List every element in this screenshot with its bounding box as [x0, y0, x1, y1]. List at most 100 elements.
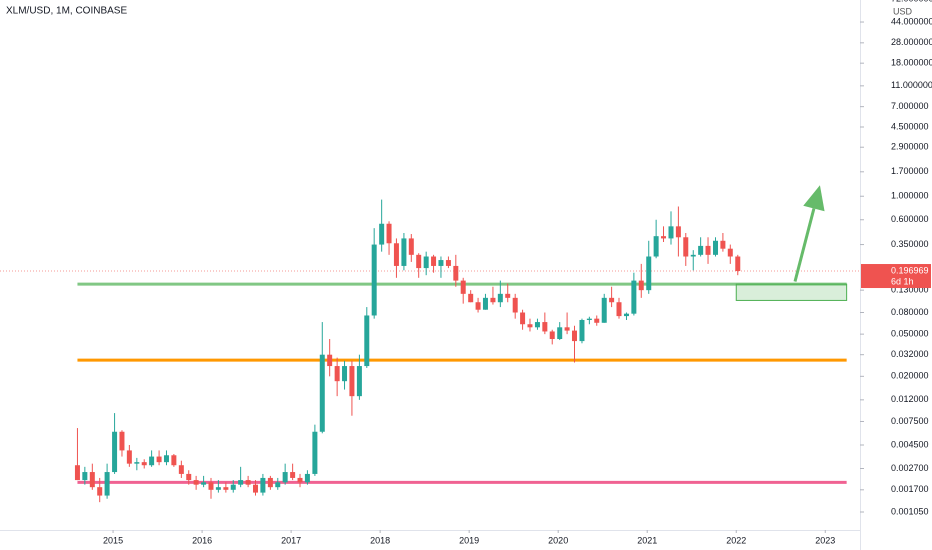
candle-body	[520, 312, 526, 325]
x-tick-label: 2021	[637, 535, 657, 545]
candle-body	[149, 456, 155, 466]
candle-body	[571, 330, 577, 342]
candle-body	[638, 280, 644, 291]
candle-body	[319, 354, 325, 432]
candle-body	[371, 244, 377, 316]
candle-body	[178, 465, 184, 474]
candle-body	[661, 236, 667, 239]
candle-body	[297, 477, 303, 483]
candle-body	[542, 322, 548, 332]
chart-title: XLM/USD, 1M, COINBASE	[6, 6, 127, 17]
candle-body	[438, 260, 444, 266]
y-tick-label: 0.007500	[891, 416, 929, 426]
candle-body	[631, 280, 637, 314]
y-tick-label: 11.000000	[891, 80, 932, 90]
y-tick-label: 4.500000	[891, 121, 929, 131]
y-tick-label: 0.130000	[891, 285, 929, 295]
candle-body	[267, 477, 273, 488]
candle-body	[104, 472, 110, 496]
candle-body	[534, 322, 540, 328]
x-tick-label: 2019	[459, 535, 479, 545]
candle-body	[215, 487, 221, 490]
candle-body	[208, 482, 214, 490]
candle-body	[186, 473, 192, 481]
y-tick-label: 0.600000	[891, 214, 929, 224]
candle-body	[349, 366, 355, 397]
candle-body	[356, 366, 362, 397]
candle-body	[460, 280, 466, 294]
candle-body	[490, 297, 496, 303]
arrow-head	[803, 185, 825, 212]
candle-body	[713, 240, 719, 255]
y-tick-label: 0.032000	[891, 349, 929, 359]
candle-body	[416, 254, 422, 269]
last-price-label: 0.196969	[891, 265, 929, 275]
candle-body	[223, 487, 229, 490]
candle-body	[97, 487, 103, 496]
x-tick-label: 2020	[548, 535, 568, 545]
candle-body	[482, 297, 488, 310]
candle-body	[401, 238, 407, 266]
candle-body	[89, 472, 95, 488]
candle-body	[327, 354, 333, 367]
candle-body	[468, 293, 474, 303]
candle-body	[126, 450, 132, 464]
y-tick-label: 7.000000	[891, 101, 929, 111]
candle-body	[675, 226, 681, 238]
candle-body	[557, 327, 563, 339]
candle-body	[119, 431, 125, 451]
candle-body	[549, 331, 555, 339]
candle-body	[668, 226, 674, 239]
candle-body	[475, 302, 481, 310]
candle-body	[134, 462, 140, 464]
y-tick-label: 2.900000	[891, 142, 929, 152]
y-tick-label: 28.000000	[891, 37, 932, 47]
candle-body	[586, 318, 592, 320]
candle-body	[312, 431, 318, 474]
candle-body	[453, 265, 459, 281]
candle-body	[393, 243, 399, 266]
target-box	[735, 283, 848, 301]
y-tick-label: 0.080000	[891, 307, 929, 317]
arrow-shaft	[793, 208, 816, 282]
candle-body	[171, 455, 177, 466]
last-price-box	[861, 264, 931, 289]
candle-body	[683, 237, 689, 257]
y-tick-label: 0.012000	[891, 394, 929, 404]
candle-body	[564, 327, 570, 331]
candle-body	[512, 297, 518, 313]
candle-body	[290, 472, 296, 478]
candle-body	[623, 313, 629, 317]
candle-body	[698, 245, 704, 255]
candle-body	[505, 293, 511, 298]
candle-body	[601, 297, 607, 323]
candle-body	[82, 472, 88, 481]
candle-body	[112, 431, 118, 473]
candle-body	[230, 484, 236, 490]
candle-body	[334, 366, 340, 382]
candle-body	[727, 248, 733, 257]
candle-body	[304, 473, 310, 483]
candle-body	[238, 480, 244, 485]
candle-body	[690, 254, 696, 257]
candle-body	[74, 465, 80, 481]
candle-body	[282, 472, 288, 483]
y-tick-label: 0.020000	[891, 371, 929, 381]
candle-body	[431, 256, 437, 266]
y-unit: USD	[893, 6, 913, 16]
candle-body	[653, 236, 659, 257]
y-tick-label: 0.050000	[891, 329, 929, 339]
y-tick-label: 18.000000	[891, 58, 932, 68]
candle-body	[720, 240, 726, 249]
candle-body	[705, 245, 711, 255]
y-tick-label: 1.700000	[891, 166, 929, 176]
candle-body	[156, 456, 162, 463]
candle-body	[364, 315, 370, 367]
candle-body	[245, 480, 251, 485]
candle-body	[260, 477, 266, 493]
y-tick-label: 0.004500	[891, 439, 929, 449]
y-tick-label: 44.000000	[891, 16, 932, 26]
candle-body	[594, 318, 600, 323]
